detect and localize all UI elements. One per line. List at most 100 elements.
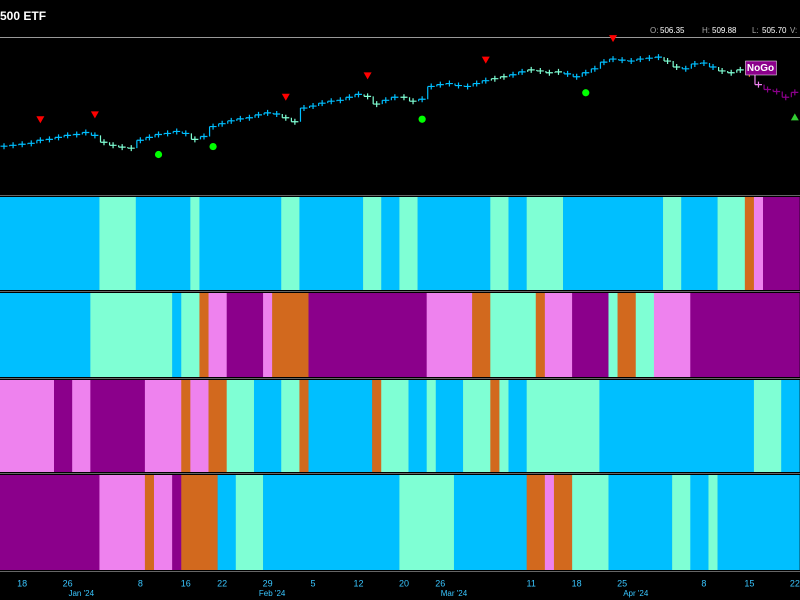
regime-run xyxy=(717,475,800,570)
price-bar xyxy=(408,97,417,105)
price-bar xyxy=(436,81,444,88)
regime-run xyxy=(0,475,100,570)
sell-signal xyxy=(481,56,490,64)
regime-run xyxy=(199,293,209,377)
price-bar xyxy=(327,98,335,105)
sell-signal xyxy=(36,116,45,124)
regime-run xyxy=(526,197,564,290)
regime-run xyxy=(263,475,400,570)
price-bar xyxy=(290,117,299,125)
price-bar xyxy=(81,129,90,136)
price-bar xyxy=(481,77,490,84)
regime-run xyxy=(753,197,764,290)
regime-run xyxy=(381,197,400,290)
annotation-box xyxy=(745,60,777,76)
quote-label: L: xyxy=(752,26,759,35)
price-bar xyxy=(272,110,281,117)
price-bar xyxy=(736,66,744,73)
regime-run xyxy=(690,475,709,570)
price-bar xyxy=(418,96,426,103)
price-bar xyxy=(181,130,190,137)
price-bar xyxy=(536,67,544,74)
regime-run xyxy=(708,475,718,570)
price-bar xyxy=(654,54,662,61)
regime-run xyxy=(672,475,691,570)
price-bar xyxy=(36,137,44,144)
sell-signal xyxy=(609,35,618,43)
regime-run xyxy=(363,197,382,290)
price-bar xyxy=(299,105,308,122)
regime-run xyxy=(281,197,300,290)
month-label: Mar '24 xyxy=(441,589,468,598)
price-bar xyxy=(218,120,226,127)
regime-run xyxy=(253,380,282,472)
price-bar xyxy=(45,136,53,143)
price-bar xyxy=(72,131,81,138)
regime-run xyxy=(217,475,237,570)
quote-value: 506.35 xyxy=(660,26,685,35)
regime-run xyxy=(181,293,200,377)
price-bar xyxy=(472,80,481,87)
price-bar xyxy=(108,142,117,149)
signal-dot xyxy=(154,150,163,159)
regime-run xyxy=(190,380,209,472)
regime-run xyxy=(99,475,146,570)
regime-run xyxy=(572,475,609,570)
regime-run xyxy=(435,380,464,472)
price-bar xyxy=(427,83,435,100)
regime-run xyxy=(717,197,746,290)
regime-run xyxy=(172,293,182,377)
regime-run xyxy=(0,293,91,377)
regime-run xyxy=(172,475,182,570)
price-bar xyxy=(136,137,144,149)
quote-label: O: xyxy=(650,26,658,35)
x-tick-label: 15 xyxy=(744,578,754,588)
price-bar xyxy=(172,128,181,135)
regime-run xyxy=(181,475,218,570)
month-label: Jan '24 xyxy=(68,589,94,598)
regime-run xyxy=(763,197,800,290)
regime-run xyxy=(535,293,546,377)
x-tick-label: 11 xyxy=(527,578,536,588)
regime-run xyxy=(181,380,191,472)
price-bar xyxy=(663,57,672,65)
regime-run xyxy=(308,293,427,377)
regime-run xyxy=(226,293,264,377)
regime-run xyxy=(0,380,55,472)
regime-run xyxy=(453,475,527,570)
price-bar xyxy=(781,91,790,101)
regime-run xyxy=(635,293,655,377)
price-bar xyxy=(18,141,26,148)
price-bar xyxy=(63,132,72,139)
regime-run xyxy=(608,293,618,377)
price-bar xyxy=(645,55,653,62)
price-bar xyxy=(281,113,290,121)
price-bar xyxy=(727,69,735,76)
regime-run xyxy=(153,475,173,570)
price-bar xyxy=(263,109,272,116)
price-bar xyxy=(318,100,326,107)
price-bar xyxy=(681,65,690,72)
regime-run xyxy=(426,380,437,472)
regime-run xyxy=(281,380,300,472)
price-bar xyxy=(27,140,35,147)
price-bar xyxy=(381,97,390,105)
regime-run xyxy=(208,380,228,472)
x-tick-label: 22 xyxy=(217,578,227,588)
regime-run xyxy=(553,475,573,570)
regime-run xyxy=(72,380,91,472)
x-tick-label: 8 xyxy=(701,578,706,588)
price-bar xyxy=(254,111,263,118)
price-bar xyxy=(790,89,799,98)
regime-run xyxy=(408,380,427,472)
regime-run xyxy=(744,197,755,290)
price-bar xyxy=(400,94,408,101)
price-bar xyxy=(554,68,562,75)
price-bar xyxy=(618,57,626,64)
price-bar xyxy=(463,83,472,90)
price-bar xyxy=(227,117,235,124)
sell-signal xyxy=(281,93,290,101)
buy-signal xyxy=(790,113,799,121)
